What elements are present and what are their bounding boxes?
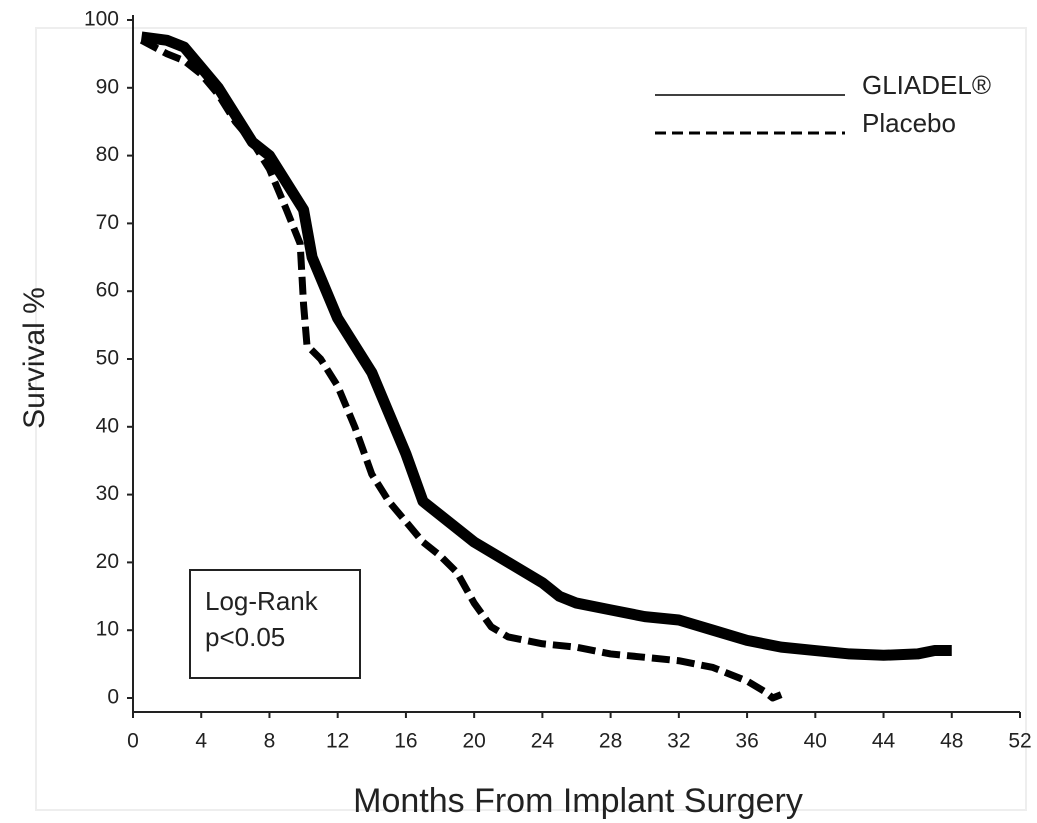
x-tick-label: 52 [1008, 730, 1031, 753]
x-tick-label: 40 [804, 730, 827, 753]
survival-line [139, 37, 783, 702]
y-tick-label: 70 [96, 211, 119, 234]
y-tick-label: 20 [96, 550, 119, 573]
x-tick-label: 4 [195, 730, 207, 753]
y-tick-label: 100 [84, 8, 119, 31]
x-tick-label: 36 [735, 730, 758, 753]
x-tick-label: 0 [127, 730, 139, 753]
y-axis-label: Survival % [18, 287, 51, 429]
x-tick-label: 44 [872, 730, 896, 753]
annotation-text: p<0.05 [205, 622, 285, 652]
x-tick-label: 16 [394, 730, 417, 753]
x-tick-label: 12 [326, 730, 349, 753]
y-tick-label: 50 [96, 347, 119, 370]
y-tick-label: 10 [96, 618, 119, 641]
x-axis-label: Months From Implant Surgery [353, 782, 803, 820]
legend-label: GLIADEL® [862, 70, 991, 100]
survival-line [140, 31, 952, 661]
y-tick-label: 0 [107, 686, 119, 709]
x-tick-label: 8 [264, 730, 276, 753]
annotation-text: Log-Rank [205, 586, 319, 616]
y-tick-label: 40 [96, 414, 119, 437]
x-tick-label: 20 [462, 730, 485, 753]
x-tick-label: 48 [940, 730, 963, 753]
chart-frame [35, 27, 1027, 811]
x-tick-label: 28 [599, 730, 622, 753]
y-tick-label: 60 [96, 279, 119, 302]
y-tick-label: 90 [96, 75, 119, 98]
y-tick-label: 30 [96, 482, 119, 505]
annotation-box [189, 569, 361, 679]
legend-label: Placebo [862, 108, 956, 138]
x-tick-label: 24 [531, 730, 555, 753]
x-tick-label: 32 [667, 730, 690, 753]
y-tick-label: 80 [96, 143, 119, 166]
